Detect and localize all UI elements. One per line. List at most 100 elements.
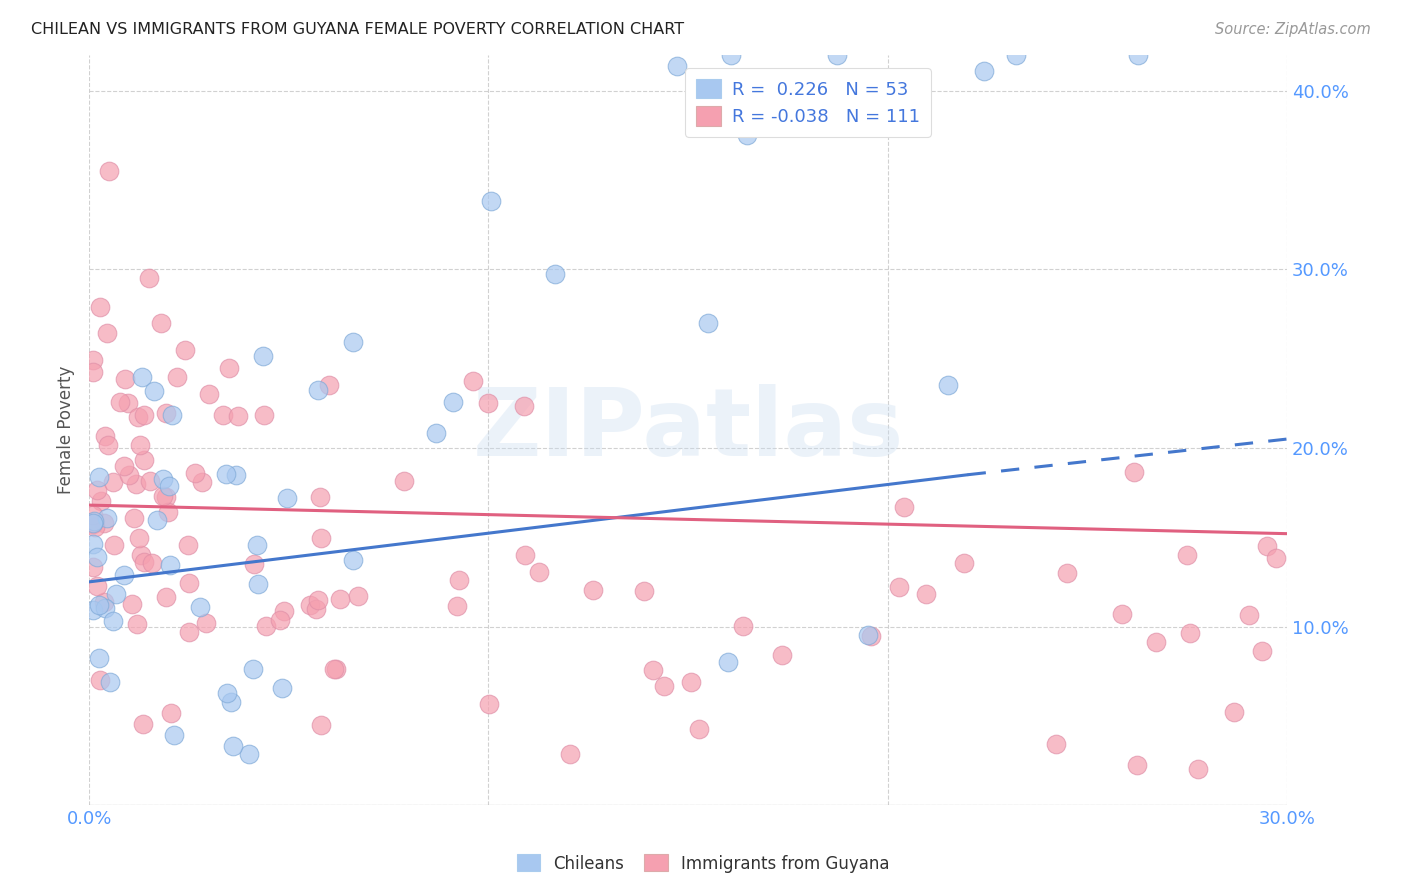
Point: [128, 438, 150, 452]
Point: [936, 378, 959, 392]
Point: [325, 662, 347, 676]
Point: [125, 616, 148, 631]
Point: [177, 625, 200, 640]
Point: [1223, 705, 1246, 719]
Point: [544, 267, 567, 281]
Point: [299, 598, 322, 612]
Point: [98, 674, 121, 689]
Point: [177, 576, 200, 591]
Point: [117, 467, 139, 482]
Text: Source: ZipAtlas.com: Source: ZipAtlas.com: [1215, 22, 1371, 37]
Point: [254, 619, 277, 633]
Point: [198, 387, 221, 401]
Point: [307, 593, 329, 607]
Point: [225, 467, 247, 482]
Point: [914, 587, 936, 601]
Point: [1264, 551, 1286, 566]
Point: [114, 372, 136, 386]
Point: [329, 592, 352, 607]
Point: [93, 601, 115, 615]
Point: [132, 408, 155, 422]
Point: [270, 681, 292, 695]
Point: [654, 679, 676, 693]
Point: [166, 369, 188, 384]
Point: [103, 475, 125, 489]
Point: [1111, 607, 1133, 621]
Point: [152, 472, 174, 486]
Point: [96, 511, 118, 525]
Point: [1126, 48, 1149, 62]
Point: [447, 574, 470, 588]
Point: [90, 494, 112, 508]
Point: [441, 395, 464, 409]
Point: [131, 548, 153, 562]
Point: [770, 648, 793, 663]
Point: [322, 662, 344, 676]
Point: [479, 194, 502, 208]
Point: [155, 406, 177, 420]
Point: [1004, 48, 1026, 62]
Point: [309, 532, 332, 546]
Point: [307, 383, 329, 397]
Point: [82, 516, 104, 530]
Point: [121, 597, 143, 611]
Point: [82, 353, 104, 368]
Point: [97, 438, 120, 452]
Point: [86, 550, 108, 565]
Point: [155, 491, 177, 505]
Point: [305, 602, 328, 616]
Point: [582, 582, 605, 597]
Point: [973, 63, 995, 78]
Point: [159, 558, 181, 572]
Point: [1251, 643, 1274, 657]
Point: [666, 59, 689, 73]
Point: [127, 410, 149, 425]
Point: [269, 613, 291, 627]
Point: [253, 408, 276, 422]
Point: [463, 375, 485, 389]
Point: [82, 517, 104, 532]
Point: [82, 508, 104, 522]
Point: [1237, 608, 1260, 623]
Y-axis label: Female Poverty: Female Poverty: [58, 366, 75, 494]
Point: [104, 587, 127, 601]
Point: [82, 603, 104, 617]
Point: [893, 500, 915, 515]
Point: [276, 491, 298, 506]
Point: [1175, 548, 1198, 562]
Point: [731, 619, 754, 633]
Point: [101, 614, 124, 628]
Point: [83, 514, 105, 528]
Text: ZIPatlas: ZIPatlas: [472, 384, 904, 476]
Point: [1144, 634, 1167, 648]
Legend: Chileans, Immigrants from Guyana: Chileans, Immigrants from Guyana: [510, 847, 896, 880]
Point: [425, 425, 447, 440]
Point: [89, 598, 111, 612]
Point: [856, 628, 879, 642]
Point: [96, 326, 118, 341]
Legend: R =  0.226   N = 53, R = -0.038   N = 111: R = 0.226 N = 53, R = -0.038 N = 111: [685, 68, 931, 136]
Point: [558, 747, 581, 761]
Point: [633, 584, 655, 599]
Point: [953, 556, 976, 570]
Point: [128, 532, 150, 546]
Point: [717, 655, 740, 669]
Point: [82, 537, 104, 551]
Point: [688, 723, 710, 737]
Point: [342, 334, 364, 349]
Point: [82, 365, 104, 379]
Point: [243, 558, 266, 572]
Point: [215, 467, 238, 482]
Point: [887, 580, 910, 594]
Point: [122, 510, 145, 524]
Point: [163, 728, 186, 742]
Point: [86, 483, 108, 497]
Point: [139, 475, 162, 489]
Point: [93, 594, 115, 608]
Point: [86, 579, 108, 593]
Point: [84, 519, 107, 533]
Point: [160, 706, 183, 721]
Point: [174, 343, 197, 357]
Point: [477, 396, 499, 410]
Point: [152, 489, 174, 503]
